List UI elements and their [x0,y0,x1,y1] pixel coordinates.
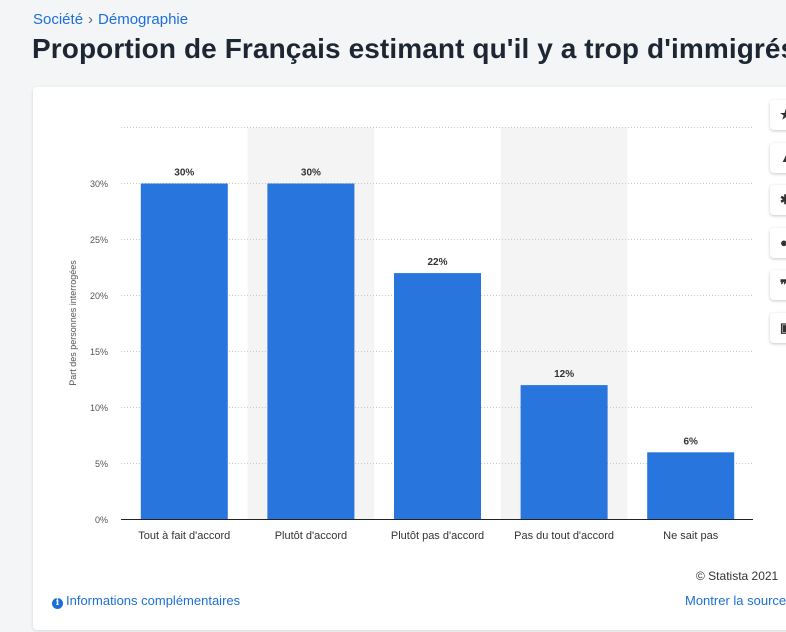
share-icon: ● [780,234,786,250]
quote-icon: ❞ [780,277,786,292]
data-label: 30% [174,168,194,179]
y-tick-label: 0% [95,515,108,525]
data-label: 12% [554,369,574,380]
breadcrumb: Société › Démographie [33,11,188,28]
x-tick-label: Plutôt pas d'accord [391,530,484,542]
cite-button[interactable]: ❞ [770,270,786,300]
breadcrumb-item-societe[interactable]: Société [33,11,84,28]
data-label: 6% [683,436,698,447]
bar[interactable] [520,385,608,520]
data-label: 22% [427,257,447,268]
notification-button[interactable]: ▲ [770,142,786,173]
x-tick-label: Tout à fait d'accord [138,530,230,542]
star-icon: ★ [780,107,786,122]
y-tick-label: 20% [90,291,108,301]
gear-icon: ✱ [780,192,786,207]
bars [140,183,735,520]
y-tick-label: 15% [90,347,108,357]
bar[interactable] [647,452,735,520]
bar[interactable] [140,183,228,520]
data-labels: 30% 30% 22% 12% 6% [174,168,698,448]
y-axis-label: Part des personnes interrogées [68,260,78,386]
print-button[interactable]: ▣ [770,312,786,343]
y-tick-label: 5% [95,459,108,469]
bar[interactable] [267,183,355,520]
share-button[interactable]: ● [770,227,786,258]
chart-toolbar: ★ ▲ ✱ ● ❞ ▣ [770,100,786,355]
breadcrumb-item-demographie[interactable]: Démographie [98,11,189,28]
y-tick-label: 10% [90,403,108,413]
page-title: Proportion de Français estimant qu'il y … [32,33,786,64]
x-axis-ticks: Tout à fait d'accord Plutôt d'accord Plutô… [138,530,718,542]
favorite-button[interactable]: ★ [770,100,786,130]
y-tick-label: 30% [90,179,108,189]
settings-button[interactable]: ✱ [770,185,786,215]
info-icon: i [52,598,63,609]
breadcrumb-separator: › [88,11,94,28]
more-info-link[interactable]: i Informations complémentaires [52,593,240,609]
y-tick-label: 25% [90,235,108,245]
copyright-credit: © Statista 2021 [696,569,779,583]
show-source-link[interactable]: Montrer la source [685,593,786,608]
more-info-label: Informations complémentaires [66,593,241,608]
x-tick-label: Ne sait pas [663,530,719,542]
bar[interactable] [394,273,481,520]
bell-icon: ▲ [780,150,786,165]
data-label: 30% [301,168,321,179]
print-icon: ▣ [780,320,786,336]
x-tick-label: Plutôt d'accord [275,530,347,542]
y-axis-ticks: 0% 5% 10% 15% 20% 25% 30% [90,179,108,525]
x-tick-label: Pas du tout d'accord [514,530,614,542]
